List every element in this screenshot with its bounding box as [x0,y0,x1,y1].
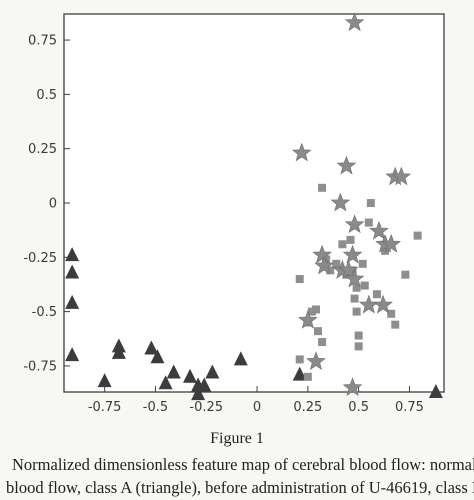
square-point [367,199,375,207]
y-tick-label: -0.75 [23,359,57,374]
square-point [332,260,340,268]
square-point [296,355,304,363]
x-tick-label: 0.75 [395,400,424,415]
square-point [318,184,326,192]
square-point [314,327,322,335]
square-point [347,236,355,244]
x-tick-label: 0.25 [293,400,322,415]
square-point [391,321,399,329]
plot-frame [64,14,444,392]
square-point [401,271,409,279]
figure-title: Figure 1 [0,430,474,448]
x-tick-label: -0.25 [189,400,223,415]
square-point [359,260,367,268]
x-tick-label: -0.75 [88,400,122,415]
square-point [373,290,381,298]
square-point [338,240,346,248]
square-point [414,232,422,240]
figure-caption-line-1: Normalized dimensionless feature map of … [12,455,474,475]
y-tick-label: 0 [49,197,57,212]
figure-caption-line-2: blood flow, class A (triangle), before a… [6,478,474,498]
scatter-chart: -0.75 -0.5 -0.25 0 0.25 0.5 0.75 0.75 0.5 0.25 0 -0… [0,0,474,430]
square-point [353,308,361,316]
square-point [355,342,363,350]
square-point [318,338,326,346]
y-tick-label: 0.25 [28,142,57,157]
square-point [351,295,359,303]
x-tick-label: -0.5 [143,400,168,415]
x-tick-label: 0 [253,400,261,415]
y-tick-label: -0.25 [23,251,57,266]
square-point [312,305,320,313]
y-tick-label: -0.5 [32,305,57,320]
square-point [304,373,312,381]
square-point [361,282,369,290]
y-tick-label: 0.75 [28,34,57,49]
square-point [296,275,304,283]
square-point [365,219,373,227]
x-tick-label: 0.5 [348,400,369,415]
y-tick-label: 0.5 [36,88,57,103]
square-point [355,332,363,340]
